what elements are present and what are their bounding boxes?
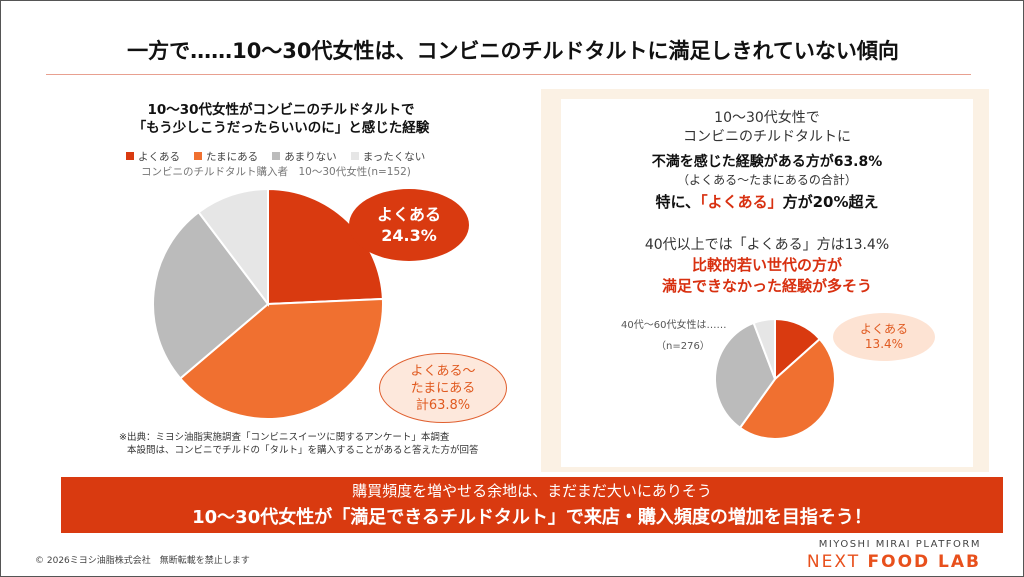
panel-text: 方が20%超え	[782, 193, 879, 211]
pie-chart-older	[714, 317, 836, 440]
chart-subtitle: コンビニのチルドタルト購入者 10～30代女性(n=152)	[141, 166, 411, 178]
legend-label: まったくない	[362, 151, 426, 163]
panel-note: （よくある～たまにあるの合計）	[677, 173, 857, 187]
callout-often: よくある 24.3%	[349, 189, 469, 261]
pie-slice-1	[738, 337, 836, 440]
panel-line: 満足できなかった経験が多そう	[661, 277, 872, 295]
chart-title-line: 「もう少しこうだったらいいのに」と感じた経験	[132, 120, 430, 136]
callout-value: 24.3%	[381, 226, 437, 245]
legend-label: あまりない	[284, 151, 337, 163]
panel-emphasis: 特に、「よくある」方が20%超え	[561, 191, 973, 212]
legend-item: よくある	[126, 149, 180, 164]
source-line: 本設問は、コンビニでチルドの「タルト」を購入することがあると答えた方が回答	[127, 445, 479, 456]
legend-item: たまにある	[194, 149, 258, 164]
conclusion-banner: 購買頻度を増やせる余地は、まだまだ大いにありそう 10～30代女性が「満足できる…	[61, 477, 1003, 533]
legend-label: よくある	[138, 151, 180, 163]
title-divider	[46, 74, 971, 75]
pie-slice-3	[752, 317, 776, 380]
panel-text: 10～30代女性でコンビニのチルドタルトに	[561, 109, 973, 147]
pie-slice-2	[714, 321, 777, 430]
legend-swatch	[194, 152, 202, 160]
panel-highlight: 不満を感じた経験がある方が63.8%	[651, 154, 883, 170]
pie-slice-1	[178, 297, 384, 420]
callout-text: たまにある	[410, 380, 476, 396]
callout-often-older: よくある 13.4%	[833, 313, 935, 361]
logo-text: FOOD LAB	[867, 552, 981, 572]
pie2-n: （n=276）	[656, 341, 710, 352]
panel-line: 10～30代女性で	[714, 110, 820, 126]
brand-logo: NEXT FOOD LAB	[761, 552, 981, 572]
callout-total: よくある～ たまにある 計63.8%	[379, 353, 507, 423]
logo-text: NEXT	[806, 552, 868, 572]
callout-text: よくある	[859, 322, 908, 336]
source-note: ※出典：ミヨシ油脂実施調査「コンビニスイーツに関するアンケート」本調査本設問は、…	[119, 431, 479, 457]
callout-value: 計63.8%	[415, 397, 471, 413]
legend-item: あまりない	[272, 149, 337, 164]
panel-text: 「よくある」	[700, 193, 783, 211]
panel-line: 比較的若い世代の方が	[691, 256, 842, 274]
pie-slice-0	[267, 187, 384, 306]
pie-slice-3	[197, 187, 269, 307]
panel-text: 40代以上では「よくある」方は13.4%	[644, 237, 890, 253]
pie-slice-2	[152, 210, 270, 380]
legend: よくある たまにある あまりない まったくない	[126, 149, 425, 164]
chart-title-line: 10～30代女性がコンビニのチルドタルトで	[147, 102, 415, 118]
chart-title: 10～30代女性がコンビニのチルドタルトで 「もう少しこうだったらいいのに」と感…	[101, 101, 461, 137]
legend-swatch	[272, 152, 281, 160]
banner-headline: 10～30代女性が「満足できるチルドタルト」で来店・購入頻度の増加を目指そう！	[192, 507, 872, 528]
legend-item: まったくない	[350, 149, 426, 164]
legend-swatch	[126, 152, 134, 160]
callout-text: よくある	[376, 205, 441, 224]
panel-text: 特に、	[655, 193, 701, 211]
brand-tagline: MIYOSHI MIRAI PLATFORM	[818, 539, 981, 550]
panel-line: コンビニのチルドタルトに	[683, 129, 851, 145]
legend-label: たまにある	[206, 151, 259, 163]
pie2-label: 40代～60代女性は……	[621, 320, 727, 331]
banner-line: 購買頻度を増やせる余地は、まだまだ大いにありそう	[352, 482, 712, 500]
pie-chart-young	[152, 187, 384, 420]
copyright: © 2026ミヨシ油脂株式会社 無断転載を禁止します	[35, 556, 250, 566]
panel-conclusion: 比較的若い世代の方が満足できなかった経験が多そう	[561, 255, 973, 297]
callout-text: よくある～	[410, 363, 476, 379]
legend-swatch	[350, 152, 359, 160]
source-line: ※出典：ミヨシ油脂実施調査「コンビニスイーツに関するアンケート」本調査	[119, 432, 450, 443]
callout-value: 13.4%	[864, 337, 904, 351]
slide-title: 一方で……10～30代女性は、コンビニのチルドタルトに満足しきれていない傾向	[127, 39, 899, 63]
